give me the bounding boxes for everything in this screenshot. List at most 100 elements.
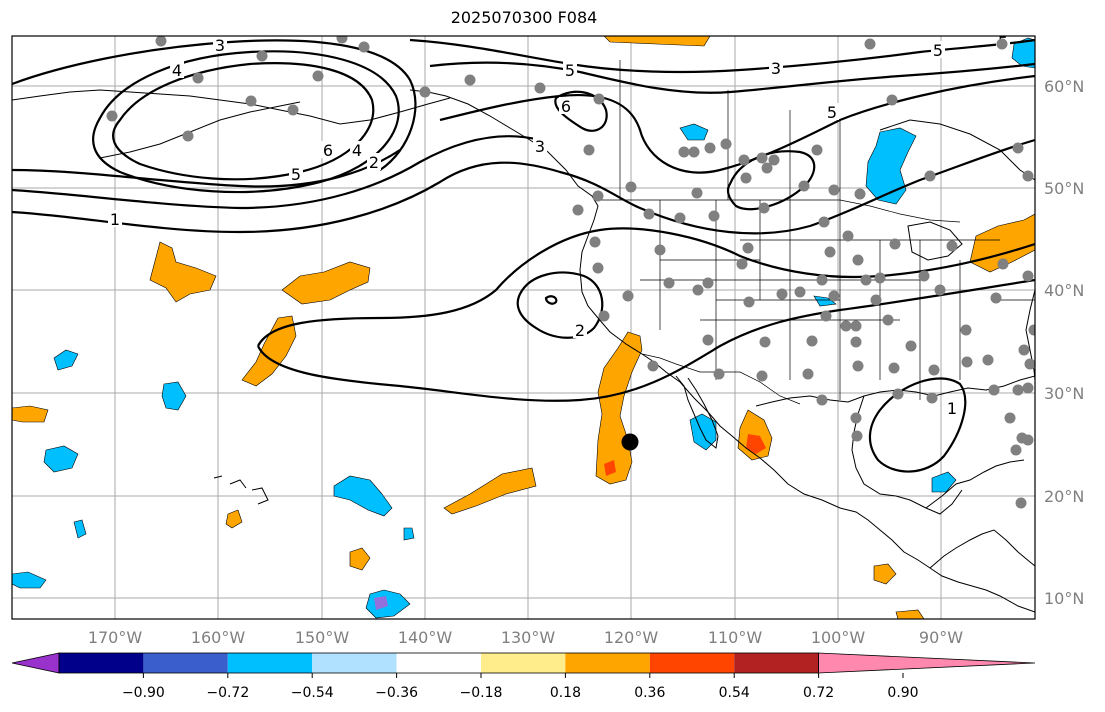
station-dot [1018,344,1030,356]
station-dot [842,230,854,242]
station-dot [155,36,167,47]
station-dot [816,274,828,286]
station-dot [988,384,1000,396]
negative-region [73,519,87,539]
positive-region [281,261,371,305]
station-dot [692,284,704,296]
station-dot [738,154,750,166]
map-frame [11,35,1036,620]
station-dot [982,354,994,366]
contour-label-halo [945,399,959,416]
negative-region [53,349,79,371]
station-dot [593,93,605,105]
station-dot [926,392,938,404]
station-dot [874,272,886,284]
station-dot [852,360,864,372]
station-dot [850,412,862,424]
positive-region [603,36,711,47]
station-dot [924,170,936,182]
hawaiian-islands [213,475,269,505]
contour-label: 1 [947,399,957,418]
station-dot [852,254,864,266]
station-dot [592,262,604,274]
colorbar-segment [649,653,735,673]
station-dot [674,212,686,224]
station-dot [312,70,324,82]
longitude-label: 150°W [295,628,350,647]
station-dot [818,216,830,228]
east-coast [1025,289,1035,381]
north-america-coast [409,89,1035,613]
station-dot [702,334,714,346]
contour-label: 6 [561,97,571,116]
colorbar-segment [396,653,481,673]
station-dot [918,270,930,282]
contour-label-halo [213,36,227,53]
negative-region [365,589,411,619]
contour-9 [439,74,1035,174]
colorbar-segment [565,653,650,673]
station-dot [946,240,958,252]
contour-3 [12,149,401,188]
negative-region [43,445,79,473]
colorbar-segment [143,653,228,673]
positive-region [443,467,537,515]
colorbar-tick-label: 0.54 [719,685,750,701]
aleutian-islands [99,101,301,159]
station-dot [794,286,806,298]
contour-label: 2 [369,153,379,172]
contour-label-halo [559,97,573,114]
station-dot [820,310,832,322]
negative-region [679,123,709,141]
contour-label: 4 [352,141,362,160]
contour-label: 2 [575,321,585,340]
latitude-label: 20°N [1044,487,1084,506]
station-dot [592,190,604,202]
colorbar-tick-label: 0.72 [803,685,834,701]
station-dot [742,242,754,254]
contour-labels: 4365421536535521 [108,36,1010,418]
station-dot [583,144,595,156]
contour-label-halo [563,61,577,78]
longitude-label: 160°W [191,628,246,647]
station-dot [625,181,637,193]
negative-anomaly-regions [12,37,1035,619]
station-dot [768,154,780,166]
contour-label: 5 [933,41,943,60]
station-dot [816,394,828,406]
station-dot [828,290,840,302]
contour-label: 3 [771,59,781,78]
station-dot [806,335,818,347]
station-dot [759,336,771,348]
contour-5 [92,50,400,194]
station-dot [1015,497,1027,509]
colorbar-segment [312,653,397,673]
contour-label: 6 [323,141,333,160]
station-dot [182,130,194,142]
colorbar-tick-label: −0.54 [291,685,334,701]
map-area: 4365421536535521 [12,36,1035,619]
station-dot [464,74,476,86]
latitude-label: 30°N [1044,384,1084,403]
longitude-label: 140°W [398,628,453,647]
contour-1 [12,138,1035,235]
longitude-label: 110°W [708,628,763,647]
station-dot [743,296,755,308]
longitude-labels: 170°W 160°W 150°W 140°W 130°W 120°W 110°W 100°W… [88,628,963,647]
station-dot [704,142,716,154]
central-america [929,529,1035,569]
station-dot [598,310,610,322]
map-title: 2025070300 F084 [450,8,598,27]
station-dot [776,288,788,300]
station-dot [996,38,1008,50]
contour-2 [12,135,541,210]
strong-negative-region [374,596,388,610]
negative-region [931,471,957,493]
station-dot [678,146,690,158]
station-dot [534,82,546,94]
station-dot [905,340,917,352]
colorbar-segment [227,653,313,673]
contour-label-halo [170,61,184,78]
station-dot [870,294,882,306]
